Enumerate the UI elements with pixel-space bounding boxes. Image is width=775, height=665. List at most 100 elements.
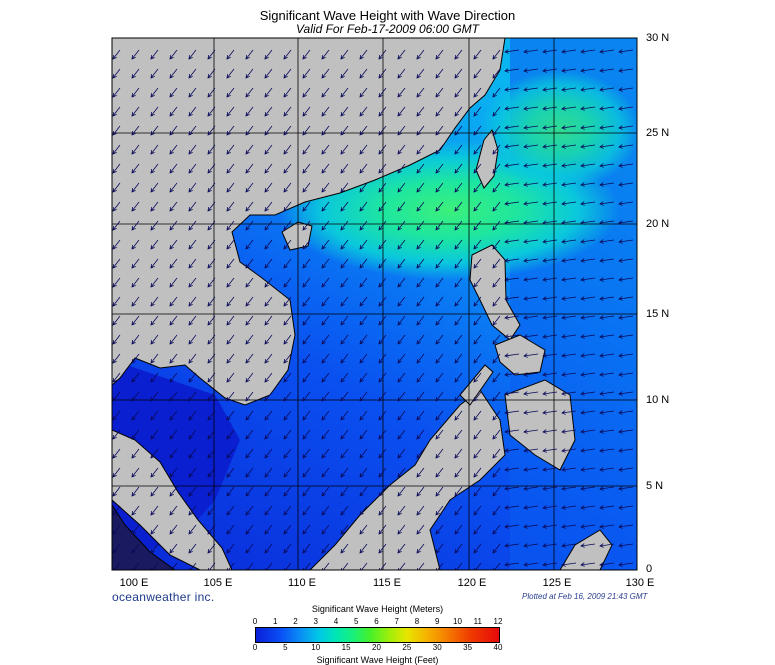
wave-arrow bbox=[378, 163, 387, 174]
wave-arrow bbox=[454, 68, 463, 79]
wave-arrow bbox=[207, 296, 216, 307]
wave-arrow bbox=[416, 87, 425, 98]
wave-arrow bbox=[542, 182, 558, 187]
wave-arrow bbox=[542, 296, 558, 301]
wave-arrow bbox=[492, 448, 501, 459]
wave-arrow bbox=[618, 106, 634, 111]
colorbar-meters-tick: 11 bbox=[473, 617, 482, 626]
wave-arrow bbox=[321, 429, 330, 440]
wave-arrow bbox=[321, 353, 330, 364]
wave-arrow bbox=[283, 410, 292, 421]
wave-arrow bbox=[283, 125, 292, 136]
wave-arrow bbox=[561, 125, 577, 130]
wave-arrow bbox=[378, 277, 387, 288]
wave-arrow bbox=[416, 410, 425, 421]
wave-arrow bbox=[618, 353, 634, 358]
wave-arrow bbox=[321, 296, 330, 307]
wave-arrow bbox=[245, 277, 254, 288]
wave-arrow bbox=[112, 391, 121, 402]
wave-arrow bbox=[150, 106, 159, 117]
wave-arrow bbox=[264, 524, 273, 535]
wave-arrow bbox=[112, 258, 121, 269]
wave-arrow bbox=[169, 410, 178, 421]
wave-arrow bbox=[599, 410, 615, 415]
wave-arrow bbox=[542, 258, 558, 263]
wave-arrow bbox=[207, 125, 216, 136]
wave-arrow bbox=[435, 201, 444, 212]
wave-arrow bbox=[131, 334, 140, 345]
wave-arrow bbox=[580, 239, 596, 244]
wave-arrow bbox=[473, 277, 482, 288]
wave-arrow bbox=[542, 315, 558, 320]
colorbar-meters-tick: 4 bbox=[333, 617, 339, 626]
wave-arrow bbox=[504, 315, 520, 320]
wave-arrow bbox=[340, 543, 349, 554]
wave-arrow bbox=[207, 239, 216, 250]
wave-arrow bbox=[302, 68, 311, 79]
wave-arrow bbox=[359, 239, 368, 250]
lon-label-100e: 100 E bbox=[119, 577, 149, 589]
wave-arrow bbox=[131, 296, 140, 307]
wave-arrow bbox=[618, 125, 634, 130]
wave-arrow bbox=[580, 543, 596, 548]
wave-arrow bbox=[542, 125, 558, 130]
wave-arrow bbox=[207, 353, 216, 364]
wave-arrow bbox=[416, 182, 425, 193]
wave-arrow bbox=[264, 505, 273, 516]
wave-arrow bbox=[169, 49, 178, 60]
wave-arrow bbox=[245, 182, 254, 193]
wave-arrow bbox=[169, 296, 178, 307]
wave-arrow bbox=[435, 106, 444, 117]
wave-arrow bbox=[169, 467, 178, 478]
wave-arrow bbox=[359, 353, 368, 364]
wave-arrow bbox=[245, 144, 254, 155]
wave-arrow bbox=[561, 182, 577, 187]
wave-arrow bbox=[542, 486, 558, 491]
wave-arrow bbox=[618, 448, 634, 453]
wave-arrow bbox=[150, 315, 159, 326]
wave-arrow bbox=[131, 182, 140, 193]
wave-arrow bbox=[207, 524, 216, 535]
wave-arrow bbox=[378, 182, 387, 193]
wave-arrow bbox=[599, 182, 615, 187]
wave-arrow bbox=[283, 277, 292, 288]
wave-arrow bbox=[580, 448, 596, 453]
wave-arrow bbox=[302, 505, 311, 516]
wave-arrow bbox=[416, 448, 425, 459]
wave-arrow bbox=[378, 315, 387, 326]
wave-arrow bbox=[473, 334, 482, 345]
lat-label-5n: 5 N bbox=[646, 480, 664, 492]
wave-arrow bbox=[435, 448, 444, 459]
wave-arrow bbox=[454, 505, 463, 516]
wave-arrow bbox=[150, 258, 159, 269]
wave-arrow bbox=[321, 163, 330, 174]
wave-arrow bbox=[542, 524, 558, 529]
wave-arrow bbox=[561, 87, 577, 92]
wave-arrow bbox=[454, 410, 463, 421]
wave-arrow bbox=[523, 429, 539, 434]
colorbar-meters-tick: 0 bbox=[252, 617, 258, 626]
wave-arrow bbox=[150, 353, 159, 364]
wave-arrow bbox=[112, 543, 121, 554]
wave-arrow bbox=[169, 258, 178, 269]
wave-arrow bbox=[561, 49, 577, 54]
colorbar-feet-tick: 0 bbox=[252, 643, 258, 652]
wave-arrow bbox=[169, 524, 178, 535]
wave-arrow bbox=[378, 543, 387, 554]
wave-arrow bbox=[492, 391, 501, 402]
wave-arrow bbox=[416, 144, 425, 155]
land-visayas bbox=[494, 334, 546, 376]
wave-arrow bbox=[378, 125, 387, 136]
wave-arrow bbox=[599, 353, 615, 358]
wave-arrow bbox=[302, 353, 311, 364]
land-sulawesi bbox=[559, 529, 613, 570]
wave-arrow bbox=[226, 467, 235, 478]
wave-arrow bbox=[542, 87, 558, 92]
wave-arrow bbox=[580, 524, 596, 529]
wave-arrow bbox=[283, 296, 292, 307]
wave-arrow bbox=[416, 391, 425, 402]
wave-arrow bbox=[435, 239, 444, 250]
wave-arrow bbox=[321, 201, 330, 212]
wave-arrow bbox=[504, 562, 520, 567]
wave-arrow bbox=[264, 87, 273, 98]
